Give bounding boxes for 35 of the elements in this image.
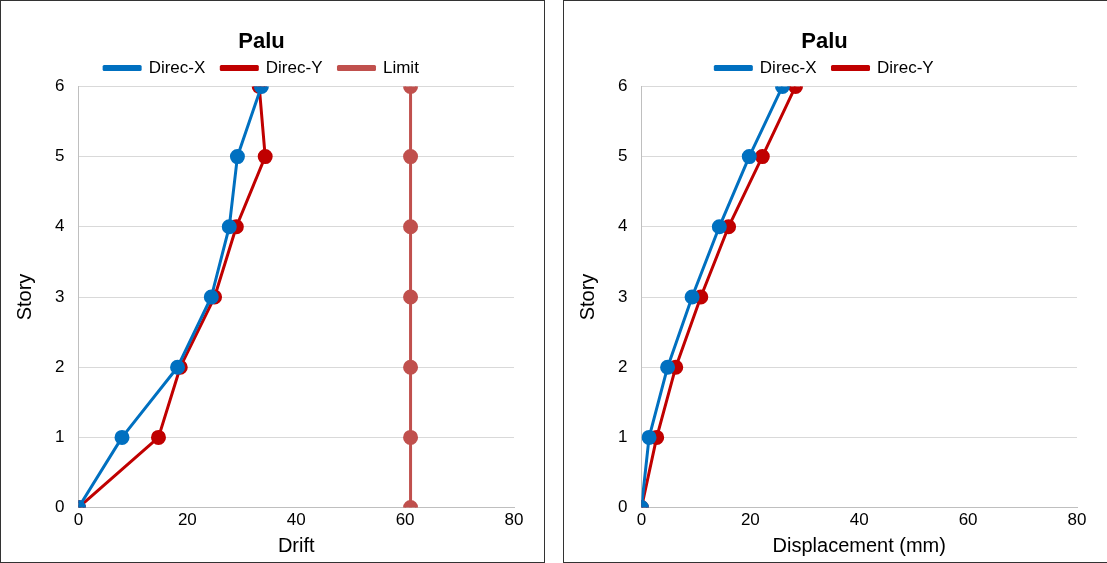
x-tick-label: 20: [177, 510, 197, 530]
y-tick-label: 5: [54, 146, 65, 166]
y-tick-label: 0: [617, 497, 628, 517]
legend-label: Limit: [382, 57, 420, 77]
x-tick-label: 60: [395, 510, 415, 530]
y-axis-title: Story: [575, 273, 598, 321]
y-tick-label: 1: [617, 427, 628, 447]
x-tick-label: 80: [504, 510, 524, 530]
y-tick-label: 3: [617, 286, 628, 306]
y-tick-label: 2: [617, 356, 628, 376]
x-tick-label: 40: [849, 510, 869, 530]
y-tick-label: 0: [54, 497, 65, 517]
chart-title: Palu: [801, 28, 848, 54]
legend-label: Direc-Y: [265, 57, 323, 77]
x-tick-label: 0: [636, 510, 647, 530]
x-tick-label: 80: [1067, 510, 1087, 530]
x-tick-label: 60: [958, 510, 978, 530]
x-tick-label: 20: [740, 510, 760, 530]
x-tick-label: 0: [73, 510, 84, 530]
y-tick-label: 6: [54, 76, 65, 96]
y-axis-title: Story: [12, 273, 35, 321]
y-tick-label: 2: [54, 356, 65, 376]
chart-title: Palu: [238, 28, 285, 54]
y-tick-label: 4: [617, 216, 628, 236]
y-tick-label: 4: [54, 216, 65, 236]
x-axis-title: Drift: [277, 533, 315, 556]
y-tick-label: 5: [617, 146, 628, 166]
y-tick-label: 3: [54, 286, 65, 306]
y-tick-label: 6: [617, 76, 628, 96]
y-tick-label: 1: [54, 427, 65, 447]
x-axis-title: Displacement (mm): [772, 533, 946, 556]
legend-label: Direc-X: [148, 57, 206, 77]
legend-label: Direc-Y: [877, 57, 934, 77]
x-tick-label: 40: [286, 510, 306, 530]
legend-label: Direc-X: [759, 57, 817, 77]
